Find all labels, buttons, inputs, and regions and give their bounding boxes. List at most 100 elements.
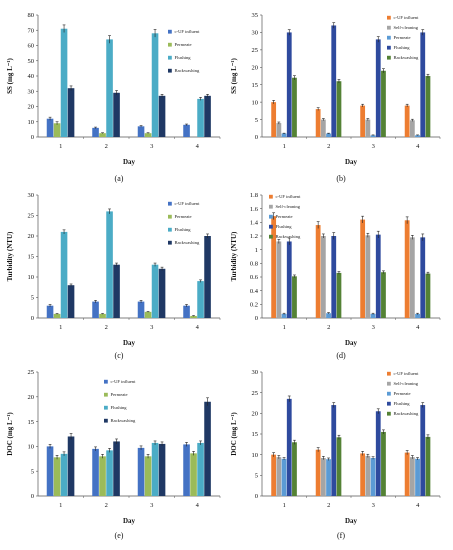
y-tick-label: 0.4: [250, 288, 259, 295]
bar-self-cleaning-day4: [409, 457, 415, 496]
x-tick-label: 3: [150, 502, 153, 509]
legend-label: Backwashing: [111, 418, 136, 423]
bar-c-uf-influent-day4: [404, 220, 410, 318]
bar-permeate-day2: [326, 459, 331, 496]
bar-backwashing-day4: [425, 273, 431, 318]
bar-backwashing-day3: [158, 268, 166, 318]
y-tick-label: 5: [255, 473, 258, 480]
panel-label: (f): [337, 531, 345, 540]
bar-c-uf-influent-day3: [137, 447, 145, 496]
x-axis-title: Day: [123, 158, 136, 166]
y-tick-label: 1.6: [250, 206, 259, 213]
y-tick-label: 25: [28, 369, 35, 376]
x-tick-label: 2: [105, 324, 108, 331]
legend-label: Backwashing: [394, 55, 419, 60]
bar-backwashing-day3: [381, 70, 386, 137]
bar-c-uf-influent-day2: [92, 127, 99, 137]
bar-flushing-day2: [106, 211, 113, 318]
y-tick-label: 30: [28, 88, 35, 95]
y-tick-label: 25: [252, 47, 259, 54]
legend-swatch: [168, 201, 172, 206]
bar-c-uf-influent-day2: [92, 301, 99, 318]
chart-panel-f: 0 5 10 15 20 25 30 1 2 3 4 Day DOC (mg L⁻¹) c-UF infl…: [230, 369, 441, 540]
bar-permeate-day4: [190, 453, 197, 496]
bar-self-cleaning-day3: [365, 119, 371, 137]
y-tick-label: 0.6: [250, 274, 259, 281]
bar-flushing-day4: [197, 281, 204, 318]
panel-label: (d): [336, 351, 346, 360]
x-tick-label: 3: [150, 143, 153, 150]
bar-permeate-day1: [53, 457, 61, 496]
x-tick-label: 1: [283, 502, 286, 509]
bar-backwashing-day4: [204, 95, 211, 137]
y-tick-label: 70: [28, 27, 35, 34]
legend-swatch: [387, 391, 391, 396]
x-axis-title: Day: [345, 339, 358, 347]
legend-label: Flushing: [175, 227, 192, 232]
x-tick-label: 2: [105, 502, 108, 509]
y-tick-label: 15: [28, 254, 35, 261]
legend-label: Flushing: [276, 224, 293, 229]
bar-permeate-day1: [281, 133, 287, 137]
legend-label: c-UF influent: [394, 371, 420, 376]
bar-flushing-day4: [420, 237, 426, 318]
chart-panel-c: 0 5 10 15 20 25 30 1 2 3 4 Day Turbidity (NTU) c-UF i…: [6, 192, 221, 360]
x-tick-label: 3: [150, 324, 153, 331]
bar-c-uf-influent-day4: [183, 305, 190, 318]
y-tick-label: 0: [31, 493, 34, 500]
bar-flushing-day2: [331, 25, 337, 138]
bar-permeate-day1: [281, 458, 287, 496]
x-tick-label: 4: [196, 143, 200, 150]
bar-flushing-day1: [60, 28, 68, 138]
x-axis-title: Day: [345, 158, 358, 166]
y-tick-label: 5: [31, 468, 34, 475]
y-axis-title: SS (mg L⁻¹): [230, 57, 238, 93]
bar-permeate-day1: [281, 313, 287, 318]
legend-swatch: [269, 224, 273, 229]
bar-flushing-day1: [286, 398, 292, 496]
legend-swatch: [387, 401, 391, 406]
x-tick-label: 1: [59, 143, 62, 150]
y-axis-title: SS (mg L⁻¹): [6, 57, 14, 93]
y-tick-label: 0: [255, 134, 258, 141]
legend-label: Permeate: [276, 214, 293, 219]
y-tick-label: 0: [31, 134, 34, 141]
legend-swatch: [168, 214, 172, 219]
legend-label: Permeate: [394, 35, 411, 40]
chart-panel-a: 0 10 20 30 40 50 60 70 80 1 2 3 4 Day SS (mg L⁻¹) c-UF …: [6, 12, 221, 183]
bar-flushing-day3: [375, 234, 381, 318]
bar-flushing-day4: [420, 405, 426, 496]
bar-c-uf-influent-day3: [360, 453, 366, 496]
bar-backwashing-day2: [336, 437, 342, 496]
legend-label: Permeate: [111, 392, 128, 397]
legend-swatch: [168, 29, 172, 34]
bar-backwashing-day4: [425, 76, 431, 137]
legend-label: Flushing: [111, 405, 128, 410]
bar-permeate-day3: [144, 133, 152, 137]
legend-label: Backwashing: [175, 240, 200, 245]
y-tick-label: 50: [28, 58, 35, 65]
bar-c-uf-influent-day1: [46, 305, 54, 318]
bar-c-uf-influent-day1: [271, 454, 277, 496]
legend-label: c-UF influent: [175, 29, 201, 34]
bar-c-uf-influent-day3: [360, 105, 366, 137]
bar-c-uf-influent-day3: [360, 219, 366, 318]
y-axis-title: DOC (mg L⁻¹): [6, 412, 14, 456]
bar-c-uf-influent-day4: [404, 105, 410, 137]
y-tick-label: 0: [31, 315, 34, 322]
y-axis-title: Turbidity (NTU): [230, 231, 238, 281]
bar-permeate-day4: [415, 135, 420, 137]
bar-c-uf-influent-day2: [92, 448, 99, 496]
legend-swatch: [387, 55, 391, 60]
bar-backwashing-day3: [381, 272, 386, 318]
legend-swatch: [269, 204, 273, 209]
bar-flushing-day1: [60, 231, 68, 318]
chart-panel-e: 0 5 10 15 20 25 1 2 3 4 Day DOC (mg L⁻¹) c-UF influe…: [6, 369, 221, 540]
legend-swatch: [269, 214, 273, 219]
legend-label: Backwashing: [175, 68, 200, 73]
y-tick-label: 5: [31, 295, 34, 302]
bar-c-uf-influent-day1: [46, 446, 54, 496]
y-tick-label: 10: [252, 99, 259, 106]
bar-c-uf-influent-day2: [315, 225, 321, 318]
y-tick-label: 30: [252, 369, 259, 376]
